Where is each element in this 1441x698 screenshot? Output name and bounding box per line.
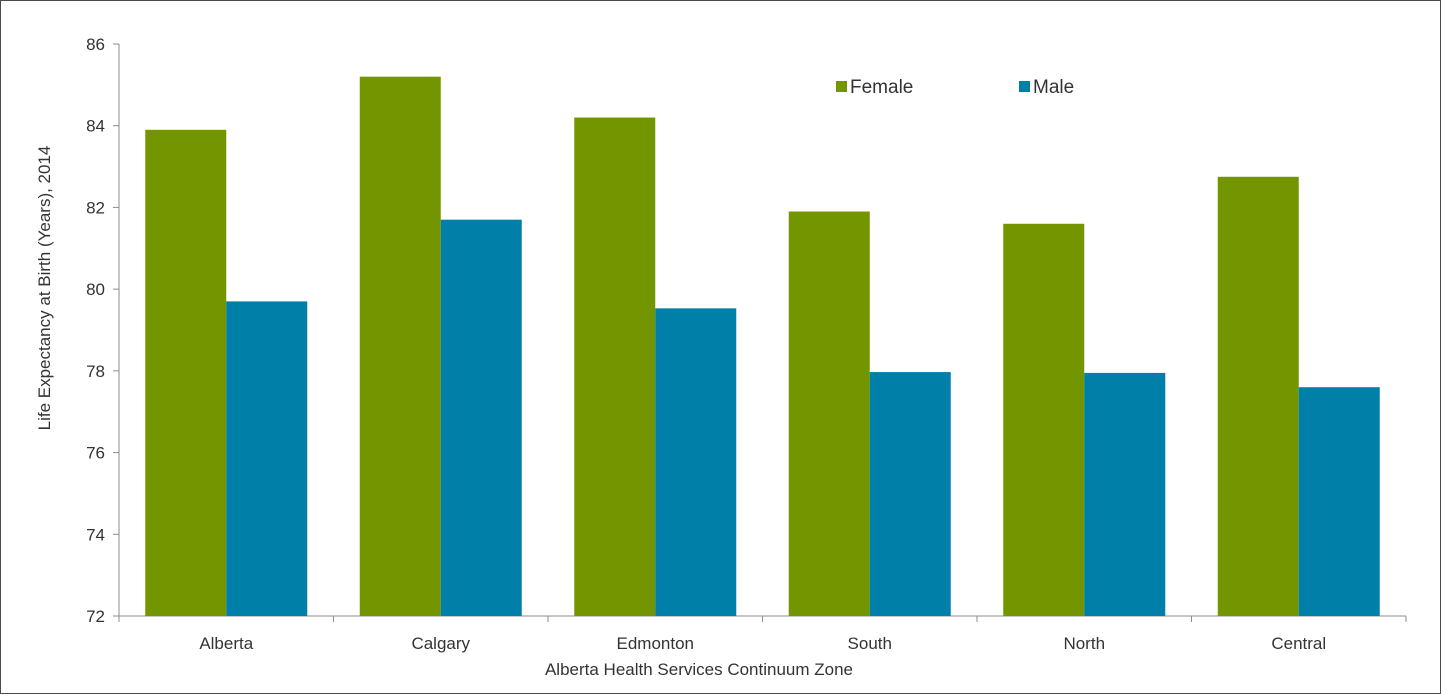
legend-label-female: Female [850,77,913,98]
legend-swatch-male [1019,81,1030,92]
bar-male [1298,387,1380,616]
x-tick-label: North [1063,634,1105,653]
bars [145,76,1380,617]
bar-female [1003,223,1085,616]
bar-female [145,129,227,617]
y-axis: 72 74 76 78 80 82 84 86 [86,35,120,626]
y-tick-label: 72 [86,607,105,626]
x-tick-label: Central [1271,634,1326,653]
x-axis: Alberta Calgary Edmonton South North Central [118,615,1407,653]
x-tick-label: Alberta [199,634,253,653]
bar-female [1217,176,1299,617]
x-tick-label: Calgary [411,634,470,653]
bar-male [1084,372,1166,616]
y-tick-label: 74 [86,525,105,544]
legend: Female Male [836,77,1074,98]
y-tick-label: 86 [86,35,105,54]
bar-female [574,117,656,617]
bar-male [226,301,308,616]
legend-swatch-female [836,81,847,92]
y-tick-label: 78 [86,362,105,381]
y-tick-label: 80 [86,280,105,299]
bar-female [788,211,870,616]
y-axis-title: Life Expectancy at Birth (Years), 2014 [35,146,54,431]
bar-male [655,308,737,616]
legend-label-male: Male [1033,77,1074,98]
bar-male [869,372,951,616]
x-tick-label: South [848,634,892,653]
y-tick-label: 76 [86,444,105,463]
bar-female [359,76,441,616]
x-axis-title: Alberta Health Services Continuum Zone [545,660,853,679]
x-tick-label: Edmonton [617,634,695,653]
y-tick-label: 84 [86,117,105,136]
bar-male [440,219,522,616]
y-tick-label: 82 [86,198,105,217]
